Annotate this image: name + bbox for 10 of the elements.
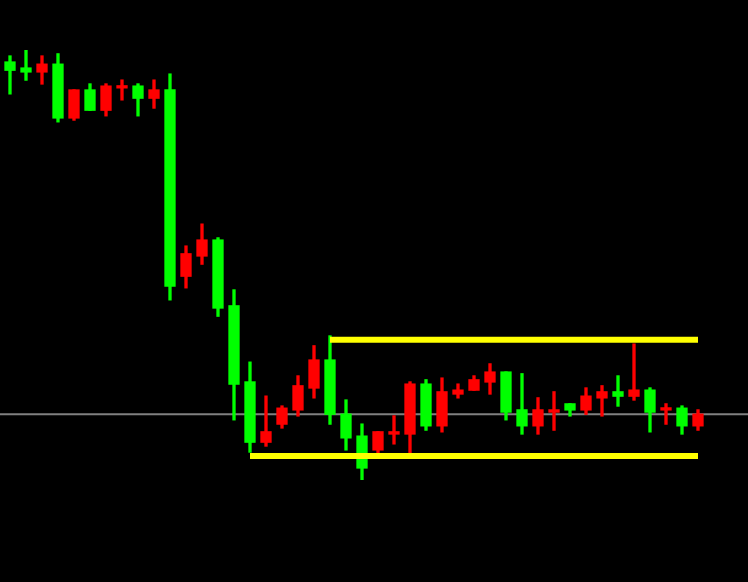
candlestick xyxy=(20,50,32,81)
candlestick xyxy=(612,375,624,407)
candlestick xyxy=(388,415,400,445)
candlestick xyxy=(548,391,560,431)
candlestick xyxy=(260,395,272,447)
candlestick xyxy=(116,79,128,101)
candlestick xyxy=(596,385,608,417)
candlestick xyxy=(4,55,16,95)
candlestick xyxy=(628,343,640,401)
candlestick xyxy=(660,403,672,425)
